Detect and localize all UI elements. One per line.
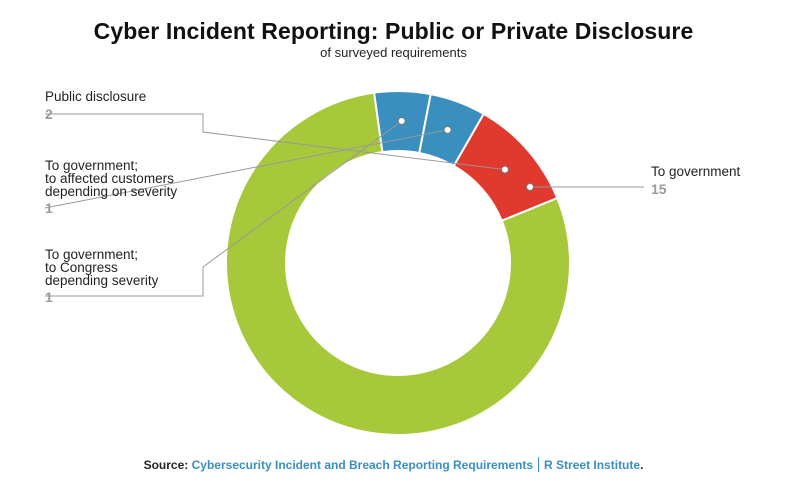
leader-public-disclosure — [45, 113, 505, 171]
leader-to-government-congress — [45, 120, 402, 297]
slice-to-government-congress-marker — [397, 117, 406, 126]
leader-to-government-customers — [44, 129, 448, 209]
slice-to-government-marker — [526, 183, 534, 191]
source-suffix: . — [640, 458, 644, 472]
slice-public-disclosure-marker — [500, 165, 509, 174]
slice-to-government-customers-marker — [443, 125, 452, 134]
label-to-government-customers: To government; to affected customers dep… — [45, 158, 178, 199]
label-to-government: To government — [651, 164, 741, 179]
slice-to-government — [225, 91, 571, 436]
source-separator — [538, 457, 540, 472]
page-title: Cyber Incident Reporting: Public or Priv… — [93, 18, 694, 44]
value-to-government: 15 — [651, 181, 667, 197]
source-publisher-link[interactable]: R Street Institute — [544, 458, 641, 472]
label-public-disclosure: Public disclosure — [45, 89, 147, 104]
value-to-government-customers: 1 — [45, 200, 53, 216]
value-to-government-congress: 1 — [45, 289, 53, 305]
label-to-government-congress: To government; to Congress depending sev… — [45, 247, 159, 288]
source-prefix: Source: — [143, 458, 189, 472]
source-link[interactable]: Cybersecurity Incident and Breach Report… — [191, 458, 534, 472]
source-note: Source: Cybersecurity Incident and Breac… — [0, 457, 787, 472]
value-public-disclosure: 2 — [45, 106, 53, 122]
page-subtitle: of surveyed requirements — [320, 45, 467, 60]
